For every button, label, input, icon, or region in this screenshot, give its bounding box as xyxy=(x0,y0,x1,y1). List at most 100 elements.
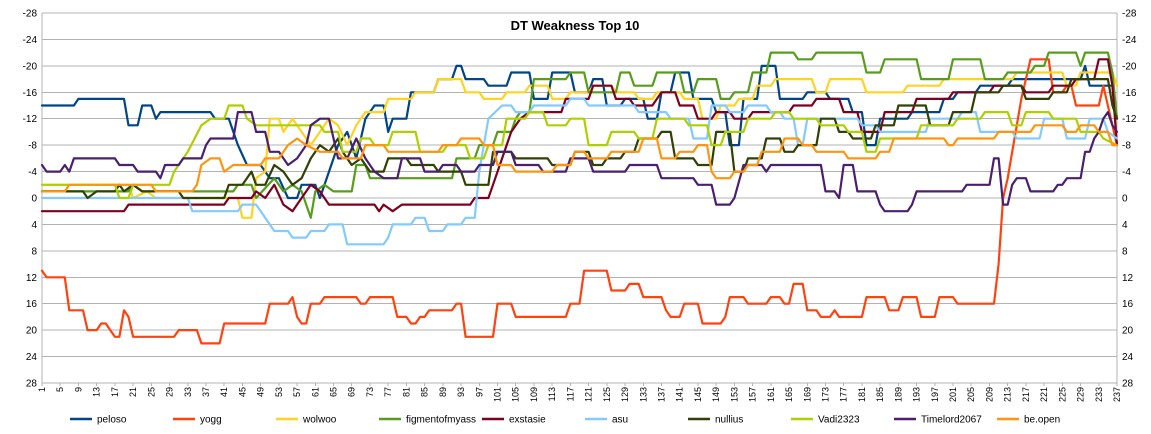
x-tick-label: 49 xyxy=(256,387,266,397)
x-tick-label: 113 xyxy=(547,387,557,401)
chart-title: DT Weakness Top 10 xyxy=(511,18,640,33)
x-tick-label: 37 xyxy=(201,387,211,397)
x-tick-label: 229 xyxy=(1076,387,1086,402)
x-tick-label: 165 xyxy=(784,387,794,402)
x-tick-label: 209 xyxy=(984,387,994,402)
x-tick-label: 1 xyxy=(37,387,47,392)
x-tick-label: 213 xyxy=(1003,387,1013,402)
y-tick-label-left: -8 xyxy=(28,141,37,152)
y-tick-label-right: 24 xyxy=(1122,352,1134,363)
x-tick-label: 93 xyxy=(456,387,466,397)
x-tick-label: 41 xyxy=(219,387,229,397)
legend-label-asu: asu xyxy=(612,415,628,426)
y-tick-label-right: -24 xyxy=(1122,35,1137,46)
legend-label-be-open: be.open xyxy=(1024,415,1060,426)
x-tick-label: 161 xyxy=(766,387,776,402)
x-tick-label: 181 xyxy=(857,387,867,402)
x-tick-label: 89 xyxy=(438,387,448,397)
x-tick-label: 141 xyxy=(675,387,685,402)
y-tick-label-right: -28 xyxy=(1122,9,1137,20)
y-tick-label-left: 24 xyxy=(26,352,38,363)
x-tick-label: 197 xyxy=(930,387,940,402)
x-tick-label: 69 xyxy=(347,387,357,397)
legend-label-vadi2323: Vadi2323 xyxy=(818,415,860,426)
x-tick-label: 193 xyxy=(912,387,922,402)
y-tick-label-left: -28 xyxy=(23,9,38,20)
series-line-timelord2067 xyxy=(40,111,1119,213)
x-tick-label: 77 xyxy=(383,387,393,397)
x-tick-label: 45 xyxy=(237,387,247,397)
x-tick-label: 237 xyxy=(1112,387,1122,402)
series-line-figmentofmyass xyxy=(40,51,1119,219)
legend-label-yogg: yogg xyxy=(200,415,222,426)
legend-label-exstasie: exstasie xyxy=(509,415,546,426)
y-tick-label-left: -12 xyxy=(23,114,38,125)
series-line-yogg xyxy=(40,58,1119,345)
y-tick-label-left: 12 xyxy=(26,273,38,284)
y-tick-label-left: -20 xyxy=(23,61,38,72)
x-tick-label: 97 xyxy=(474,387,484,397)
legend: peloso yogg wolwoo figmentofmyass exstasie as… xyxy=(70,415,1060,426)
x-tick-label: 5 xyxy=(55,387,65,392)
x-tick-label: 121 xyxy=(584,387,594,402)
x-tick-label: 21 xyxy=(128,387,138,397)
y-tick-label-right: 16 xyxy=(1122,299,1134,310)
x-tick-label: 225 xyxy=(1057,387,1067,402)
x-tick-label: 33 xyxy=(183,387,193,397)
x-tick-label: 61 xyxy=(310,387,320,397)
series-line-peloso xyxy=(40,64,1119,200)
y-tick-label-left: -4 xyxy=(28,167,37,178)
x-tick-label: 173 xyxy=(820,387,830,402)
x-tick-label: 17 xyxy=(110,387,120,397)
legend-label-timelord2067: Timelord2067 xyxy=(921,415,982,426)
y-tick-label-left: 20 xyxy=(26,326,38,337)
x-tick-label: 117 xyxy=(565,387,575,401)
x-tick-label: 149 xyxy=(711,387,721,402)
series-line-wolwoo xyxy=(40,71,1119,219)
y-tick-label-right: 4 xyxy=(1122,220,1128,231)
y-tick-label-left: 4 xyxy=(31,220,37,231)
x-tick-label: 101 xyxy=(493,387,503,402)
x-tick-label: 217 xyxy=(1021,387,1031,402)
y-tick-label-right: 20 xyxy=(1122,326,1134,337)
x-tick-label: 133 xyxy=(638,387,648,402)
x-tick-label: 153 xyxy=(729,387,739,402)
y-tick-label-right: -4 xyxy=(1122,167,1131,178)
x-tick-label: 9 xyxy=(73,387,83,392)
legend-label-peloso: peloso xyxy=(97,415,127,426)
x-tick-label: 25 xyxy=(146,387,156,397)
legend-label-figmentofmyass: figmentofmyass xyxy=(406,415,476,426)
x-tick-label: 145 xyxy=(693,387,703,402)
y-tick-label-right: 28 xyxy=(1122,379,1134,390)
y-tick-label-left: 8 xyxy=(31,246,37,257)
x-tick-label: 137 xyxy=(656,387,666,402)
x-tick-label: 185 xyxy=(875,387,885,402)
x-tick-label: 125 xyxy=(602,387,612,402)
legend-label-nullius: nullius xyxy=(715,415,743,426)
x-tick-label: 177 xyxy=(839,387,849,402)
x-tick-label: 65 xyxy=(329,387,339,397)
y-tick-label-right: 8 xyxy=(1122,246,1128,257)
x-tick-label: 81 xyxy=(401,387,411,397)
series-line-nullius xyxy=(40,78,1119,200)
series-layer xyxy=(40,51,1119,345)
x-tick-label: 53 xyxy=(274,387,284,397)
x-tick-label: 201 xyxy=(948,387,958,402)
x-tick-label: 57 xyxy=(292,387,302,397)
grid-layer xyxy=(41,12,1118,386)
y-tick-label-right: -8 xyxy=(1122,141,1131,152)
legend-label-wolwoo: wolwoo xyxy=(302,415,337,426)
y-tick-label-right: -16 xyxy=(1122,88,1137,99)
x-tick-label: 105 xyxy=(511,387,521,402)
x-tick-label: 109 xyxy=(529,387,539,402)
y-tick-label-left: 16 xyxy=(26,299,38,310)
y-tick-label-right: 0 xyxy=(1122,194,1128,205)
y-tick-label-left: -16 xyxy=(23,88,38,99)
x-tick-label: 233 xyxy=(1094,387,1104,402)
axis-labels: -28 -28 -24 -24 -20 -20 -16 -16 -12 -12 -8 -8 -4 -4 0 0… xyxy=(23,9,1137,403)
y-tick-label-left: -24 xyxy=(23,35,38,46)
x-tick-label: 29 xyxy=(165,387,175,397)
series-line-exstasie xyxy=(40,58,1119,213)
y-tick-label-left: 28 xyxy=(26,379,38,390)
